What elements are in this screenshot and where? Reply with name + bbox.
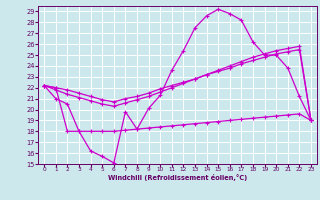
X-axis label: Windchill (Refroidissement éolien,°C): Windchill (Refroidissement éolien,°C) — [108, 174, 247, 181]
